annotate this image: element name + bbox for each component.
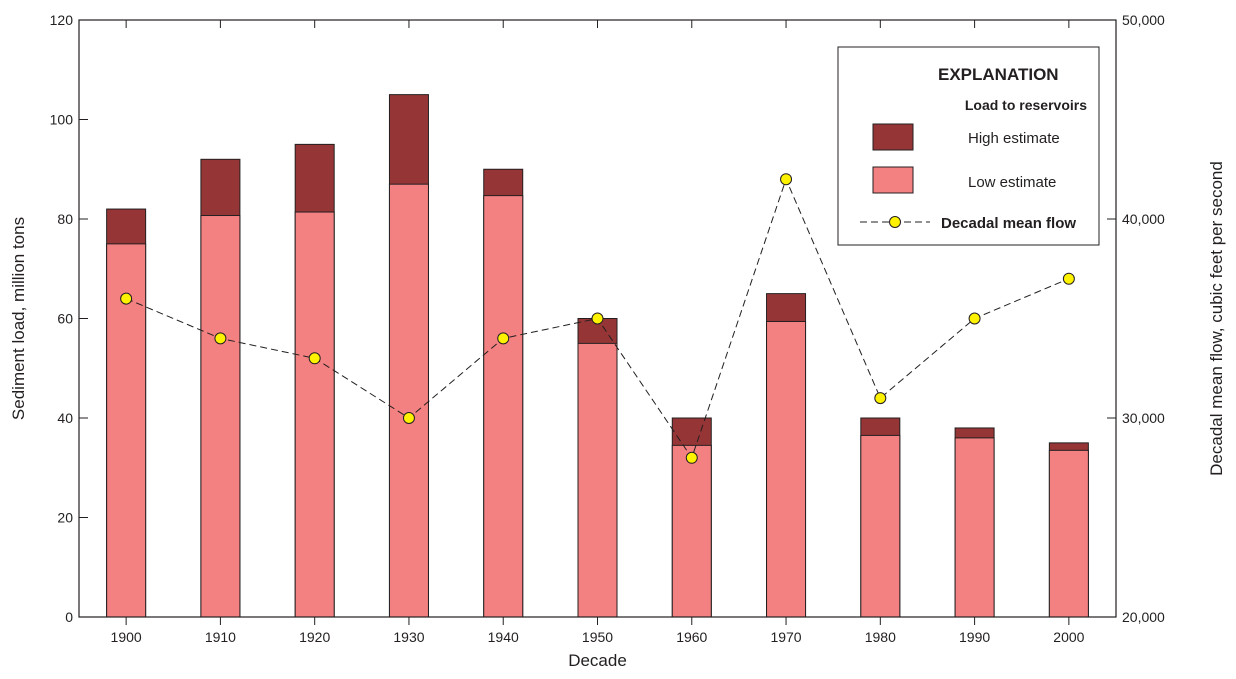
flow-point-1970 bbox=[780, 173, 793, 186]
x-tick-label: 1980 bbox=[865, 629, 896, 645]
y2-tick-label: 40,000 bbox=[1122, 211, 1165, 227]
bar-low-1940 bbox=[483, 195, 524, 618]
x-tick-label: 1990 bbox=[959, 629, 990, 645]
x-tick-label: 1930 bbox=[393, 629, 424, 645]
y-tick-label: 60 bbox=[57, 311, 73, 327]
flow-point-2000 bbox=[1062, 272, 1075, 285]
flow-point-1940 bbox=[497, 332, 510, 345]
y-tick-label: 40 bbox=[57, 410, 73, 426]
y-tick-label: 20 bbox=[57, 510, 73, 526]
legend-label-high: High estimate bbox=[968, 130, 1060, 147]
x-tick-label: 1940 bbox=[488, 629, 519, 645]
bar-low-1950 bbox=[577, 342, 618, 618]
x-tick-label: 1960 bbox=[676, 629, 707, 645]
legend-title: EXPLANATION bbox=[938, 65, 1059, 84]
bar-low-1910 bbox=[200, 215, 241, 618]
bar-low-1960 bbox=[671, 444, 712, 618]
legend-label-flow: Decadal mean flow bbox=[941, 215, 1076, 232]
legend-swatch-low bbox=[872, 166, 914, 194]
bar-low-1920 bbox=[294, 211, 335, 618]
x-tick-label: 1900 bbox=[111, 629, 142, 645]
y-tick-label: 80 bbox=[57, 211, 73, 227]
legend: EXPLANATION Load to reservoirs High estima… bbox=[837, 46, 1100, 246]
legend-subtitle: Load to reservoirs bbox=[965, 97, 1087, 113]
x-tick-label: 1950 bbox=[582, 629, 613, 645]
flow-point-1950 bbox=[591, 312, 604, 325]
y2-tick-label: 20,000 bbox=[1122, 609, 1165, 625]
flow-point-1910 bbox=[214, 332, 227, 345]
flow-point-1930 bbox=[402, 412, 415, 424]
flow-point-1960 bbox=[685, 451, 698, 464]
legend-marker-flow bbox=[889, 216, 901, 228]
legend-label-low: Low estimate bbox=[968, 174, 1056, 191]
flow-point-1920 bbox=[308, 352, 321, 365]
y2-tick-label: 30,000 bbox=[1122, 410, 1165, 426]
x-tick-label: 1910 bbox=[205, 629, 236, 645]
x-tick-label: 1920 bbox=[299, 629, 330, 645]
flow-point-1980 bbox=[874, 392, 887, 405]
x-tick-label: 2000 bbox=[1053, 629, 1084, 645]
y-tick-label: 100 bbox=[50, 112, 74, 128]
bar-low-1980 bbox=[860, 434, 901, 618]
flow-point-1990 bbox=[968, 312, 981, 325]
x-axis-title: Decade bbox=[568, 651, 627, 670]
y-tick-label: 120 bbox=[50, 12, 74, 28]
bar-low-1970 bbox=[766, 320, 807, 618]
bar-low-2000 bbox=[1048, 449, 1089, 618]
flow-point-1900 bbox=[120, 292, 133, 305]
legend-swatch-high bbox=[872, 123, 914, 151]
bars-layer bbox=[106, 94, 1089, 618]
flow-line-layer bbox=[120, 173, 1075, 464]
y2-axis-title: Decadal mean flow, cubic feet per second bbox=[1207, 161, 1226, 476]
y2-tick-label: 50,000 bbox=[1122, 12, 1165, 28]
y-tick-label: 0 bbox=[65, 609, 73, 625]
axes-layer: 0 20 40 60 80 100 120 20,000 30,000 40,000 50,000 1… bbox=[9, 12, 1226, 670]
bar-low-1900 bbox=[106, 243, 147, 618]
bar-low-1930 bbox=[388, 183, 429, 618]
y-axis-title: Sediment load, million tons bbox=[9, 217, 28, 420]
bar-low-1990 bbox=[954, 437, 995, 618]
x-tick-label: 1970 bbox=[770, 629, 801, 645]
